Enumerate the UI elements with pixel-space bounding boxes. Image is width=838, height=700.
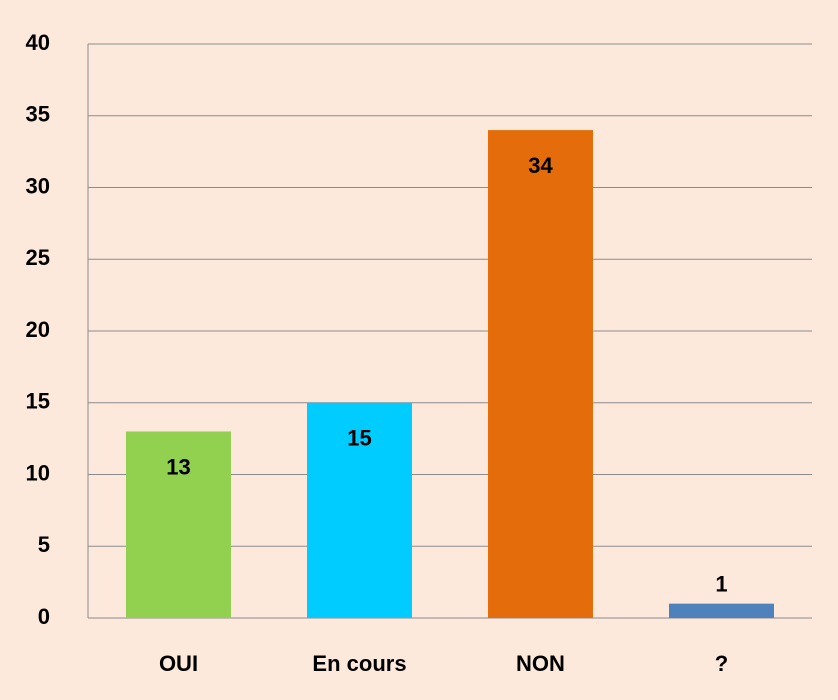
data-label: 1 <box>715 571 727 596</box>
y-tick-label: 35 <box>26 102 50 127</box>
x-tick-label: OUI <box>159 651 198 676</box>
bar <box>669 603 774 618</box>
bar <box>126 431 231 618</box>
x-tick-label: En cours <box>312 651 406 676</box>
bar <box>307 402 412 618</box>
x-tick-label: NON <box>516 651 565 676</box>
y-tick-label: 20 <box>26 317 50 342</box>
y-tick-label: 25 <box>26 245 50 270</box>
bar <box>488 130 593 618</box>
y-tick-label: 30 <box>26 173 50 198</box>
y-tick-label: 10 <box>26 460 50 485</box>
x-tick-label: ? <box>715 651 728 676</box>
y-tick-label: 5 <box>38 532 50 557</box>
data-label: 13 <box>166 454 190 479</box>
y-tick-label: 15 <box>26 389 50 414</box>
y-tick-label: 40 <box>26 30 50 55</box>
data-label: 34 <box>528 153 553 178</box>
y-tick-label: 0 <box>38 604 50 629</box>
data-label: 15 <box>347 426 371 451</box>
